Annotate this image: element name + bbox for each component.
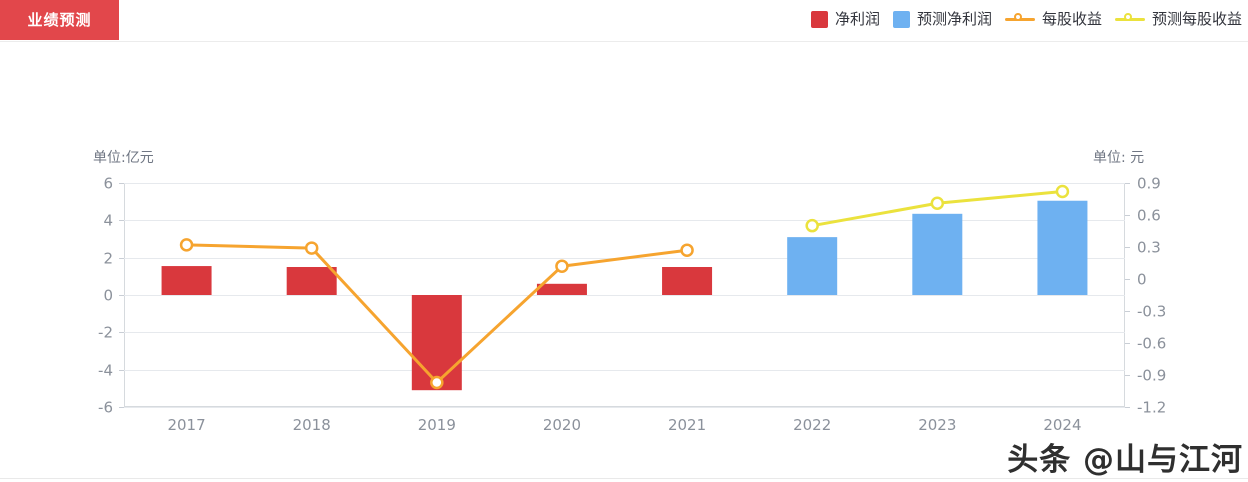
- left-axis-tick-label: 0: [103, 287, 113, 305]
- left-axis-unit-label: 单位:亿元: [93, 150, 154, 166]
- right-axis-unit-label: 单位: 元: [1093, 150, 1145, 166]
- right-axis-tick-label: 0.9: [1137, 175, 1161, 193]
- eps-legend-label: 每股收益: [1041, 10, 1102, 28]
- net-profit-bar-2021[interactable]: [662, 267, 713, 295]
- forecast-eps-marker-2023[interactable]: [930, 196, 945, 211]
- right-axis-tick-label: 0: [1137, 271, 1147, 289]
- x-axis-label-2024: 2024: [1043, 416, 1081, 434]
- forecast-net-profit-bar-2024[interactable]: [1037, 200, 1088, 295]
- forecast-net-profit-legend-swatch-icon: [892, 10, 910, 28]
- x-axis-label-2019: 2019: [418, 416, 456, 434]
- left-axis-tick-label: -2: [98, 324, 113, 342]
- forecast-net-profit-bar-2022[interactable]: [787, 237, 838, 295]
- net-profit-legend-swatch-icon: [810, 10, 828, 28]
- net-profit-legend-label: 净利润: [834, 10, 880, 28]
- forecast-eps-legend-label: 预测每股收益: [1151, 10, 1242, 28]
- legend-item-net-profit[interactable]: 净利润: [810, 9, 880, 29]
- eps-marker-2019[interactable]: [430, 375, 444, 390]
- left-axis-tick-label: -6: [98, 399, 113, 417]
- x-axis-label-2022: 2022: [793, 416, 831, 434]
- eps-marker-2020[interactable]: [555, 259, 569, 273]
- net-profit-bar-2019[interactable]: [411, 295, 462, 391]
- right-axis-tick-label: 0.3: [1137, 239, 1161, 257]
- x-axis-label-2017: 2017: [167, 416, 205, 434]
- forecast-net-profit-legend-label: 预测净利润: [916, 10, 992, 28]
- forecast-eps-marker-2024[interactable]: [1055, 184, 1070, 199]
- right-axis-tick-label: -1.2: [1137, 399, 1166, 417]
- net-profit-bar-2020[interactable]: [536, 283, 587, 295]
- x-axis-label-2021: 2021: [668, 416, 706, 434]
- eps-marker-2017[interactable]: [179, 238, 194, 252]
- eps-legend-line-icon: [1004, 12, 1035, 26]
- left-axis-tick-label: 2: [103, 250, 113, 268]
- left-axis-tick-label: -4: [98, 362, 113, 380]
- forecast-eps-marker-2022[interactable]: [805, 218, 819, 233]
- forecast-net-profit-bar-2023[interactable]: [912, 213, 963, 295]
- eps-marker-2021[interactable]: [680, 243, 694, 257]
- left-axis-tick-label: 6: [103, 175, 113, 193]
- legend-item-forecast-net-profit[interactable]: 预测净利润: [892, 9, 992, 29]
- x-axis-label-2023: 2023: [918, 416, 956, 434]
- right-axis-tick-label: -0.3: [1137, 303, 1166, 321]
- left-axis-tick-label: 4: [103, 212, 113, 230]
- net-profit-bar-2018[interactable]: [286, 267, 337, 295]
- right-axis-tick-label: -0.6: [1137, 335, 1166, 353]
- tab-performance-forecast[interactable]: 业绩预测: [0, 0, 119, 40]
- right-axis-tick-label: 0.6: [1137, 207, 1161, 225]
- legend-item-eps[interactable]: 每股收益: [1004, 9, 1102, 29]
- header-bar: 业绩预测 净利润 预测净利润 每股收益 预测每股收益: [0, 0, 1248, 42]
- x-axis-label-2018: 2018: [293, 416, 331, 434]
- eps-marker-2018[interactable]: [304, 241, 319, 255]
- legend-item-forecast-eps[interactable]: 预测每股收益: [1114, 9, 1242, 29]
- chart-legend: 净利润 预测净利润 每股收益 预测每股收益: [810, 9, 1242, 29]
- bottom-divider: [0, 478, 1248, 479]
- x-axis-label-2020: 2020: [543, 416, 581, 434]
- right-axis-tick-label: -0.9: [1137, 367, 1166, 385]
- watermark-text: 头条 @山与江河: [1007, 442, 1243, 478]
- forecast-eps-legend-line-icon: [1114, 12, 1145, 26]
- net-profit-bar-2017[interactable]: [161, 266, 212, 295]
